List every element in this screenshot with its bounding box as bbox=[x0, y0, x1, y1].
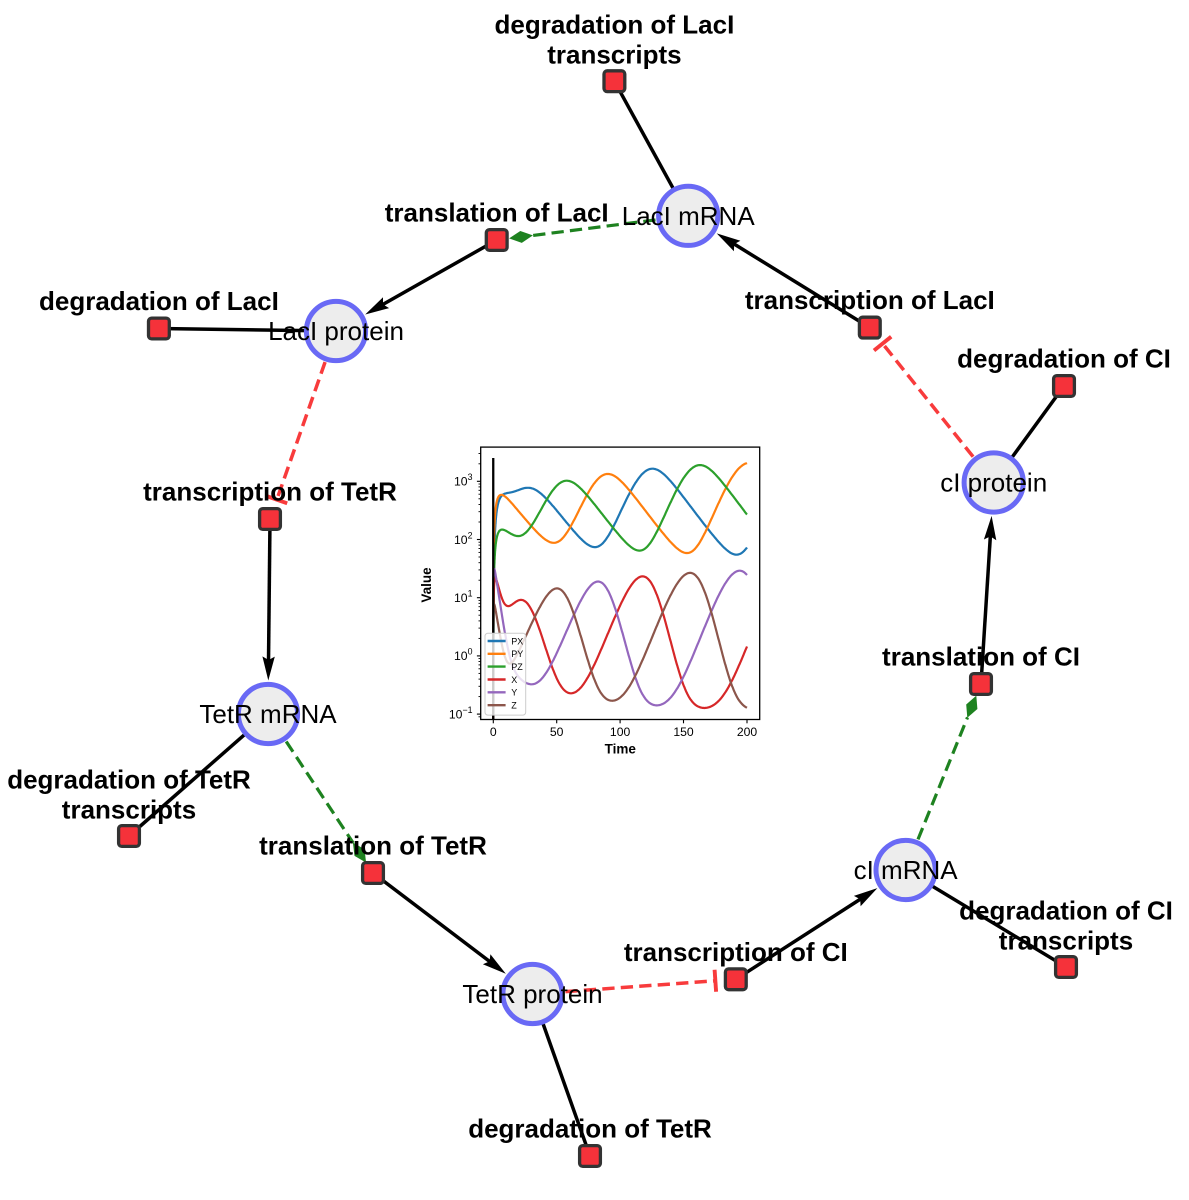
svg-text:cI mRNA: cI mRNA bbox=[854, 855, 959, 885]
svg-text:LacI mRNA: LacI mRNA bbox=[622, 201, 756, 231]
svg-text:Value: Value bbox=[419, 567, 434, 603]
svg-text:transcription of TetR: transcription of TetR bbox=[143, 477, 397, 507]
svg-text:degradation of LacI: degradation of LacI bbox=[494, 10, 734, 40]
svg-text:PY: PY bbox=[511, 649, 523, 659]
svg-text:transcripts: transcripts bbox=[62, 795, 196, 825]
svg-text:degradation of TetR: degradation of TetR bbox=[468, 1114, 712, 1144]
svg-text:cI protein: cI protein bbox=[940, 468, 1047, 498]
svg-text:translation of TetR: translation of TetR bbox=[259, 831, 487, 861]
svg-text:TetR mRNA: TetR mRNA bbox=[199, 699, 337, 729]
svg-text:Y: Y bbox=[511, 688, 517, 698]
svg-text:degradation of LacI: degradation of LacI bbox=[39, 286, 279, 316]
svg-text:200: 200 bbox=[737, 725, 758, 739]
svg-text:transcription of CI: transcription of CI bbox=[624, 937, 848, 967]
svg-text:PX: PX bbox=[511, 636, 523, 646]
svg-text:100: 100 bbox=[610, 725, 631, 739]
svg-text:translation of CI: translation of CI bbox=[882, 642, 1080, 672]
svg-text:50: 50 bbox=[550, 725, 564, 739]
svg-text:degradation of CI: degradation of CI bbox=[957, 344, 1171, 374]
svg-text:transcripts: transcripts bbox=[547, 40, 681, 70]
svg-text:Z: Z bbox=[511, 701, 517, 711]
svg-text:0: 0 bbox=[490, 725, 497, 739]
svg-text:150: 150 bbox=[673, 725, 694, 739]
svg-text:degradation of TetR: degradation of TetR bbox=[7, 765, 251, 795]
svg-text:transcription of LacI: transcription of LacI bbox=[745, 285, 995, 315]
svg-text:X: X bbox=[511, 675, 517, 685]
svg-text:transcripts: transcripts bbox=[999, 926, 1133, 956]
svg-text:PZ: PZ bbox=[511, 662, 523, 672]
svg-text:TetR protein: TetR protein bbox=[462, 979, 602, 1009]
svg-text:LacI protein: LacI protein bbox=[268, 316, 404, 346]
svg-text:degradation of CI: degradation of CI bbox=[959, 896, 1173, 926]
svg-text:Time: Time bbox=[605, 742, 637, 757]
svg-text:translation of LacI: translation of LacI bbox=[385, 198, 609, 228]
